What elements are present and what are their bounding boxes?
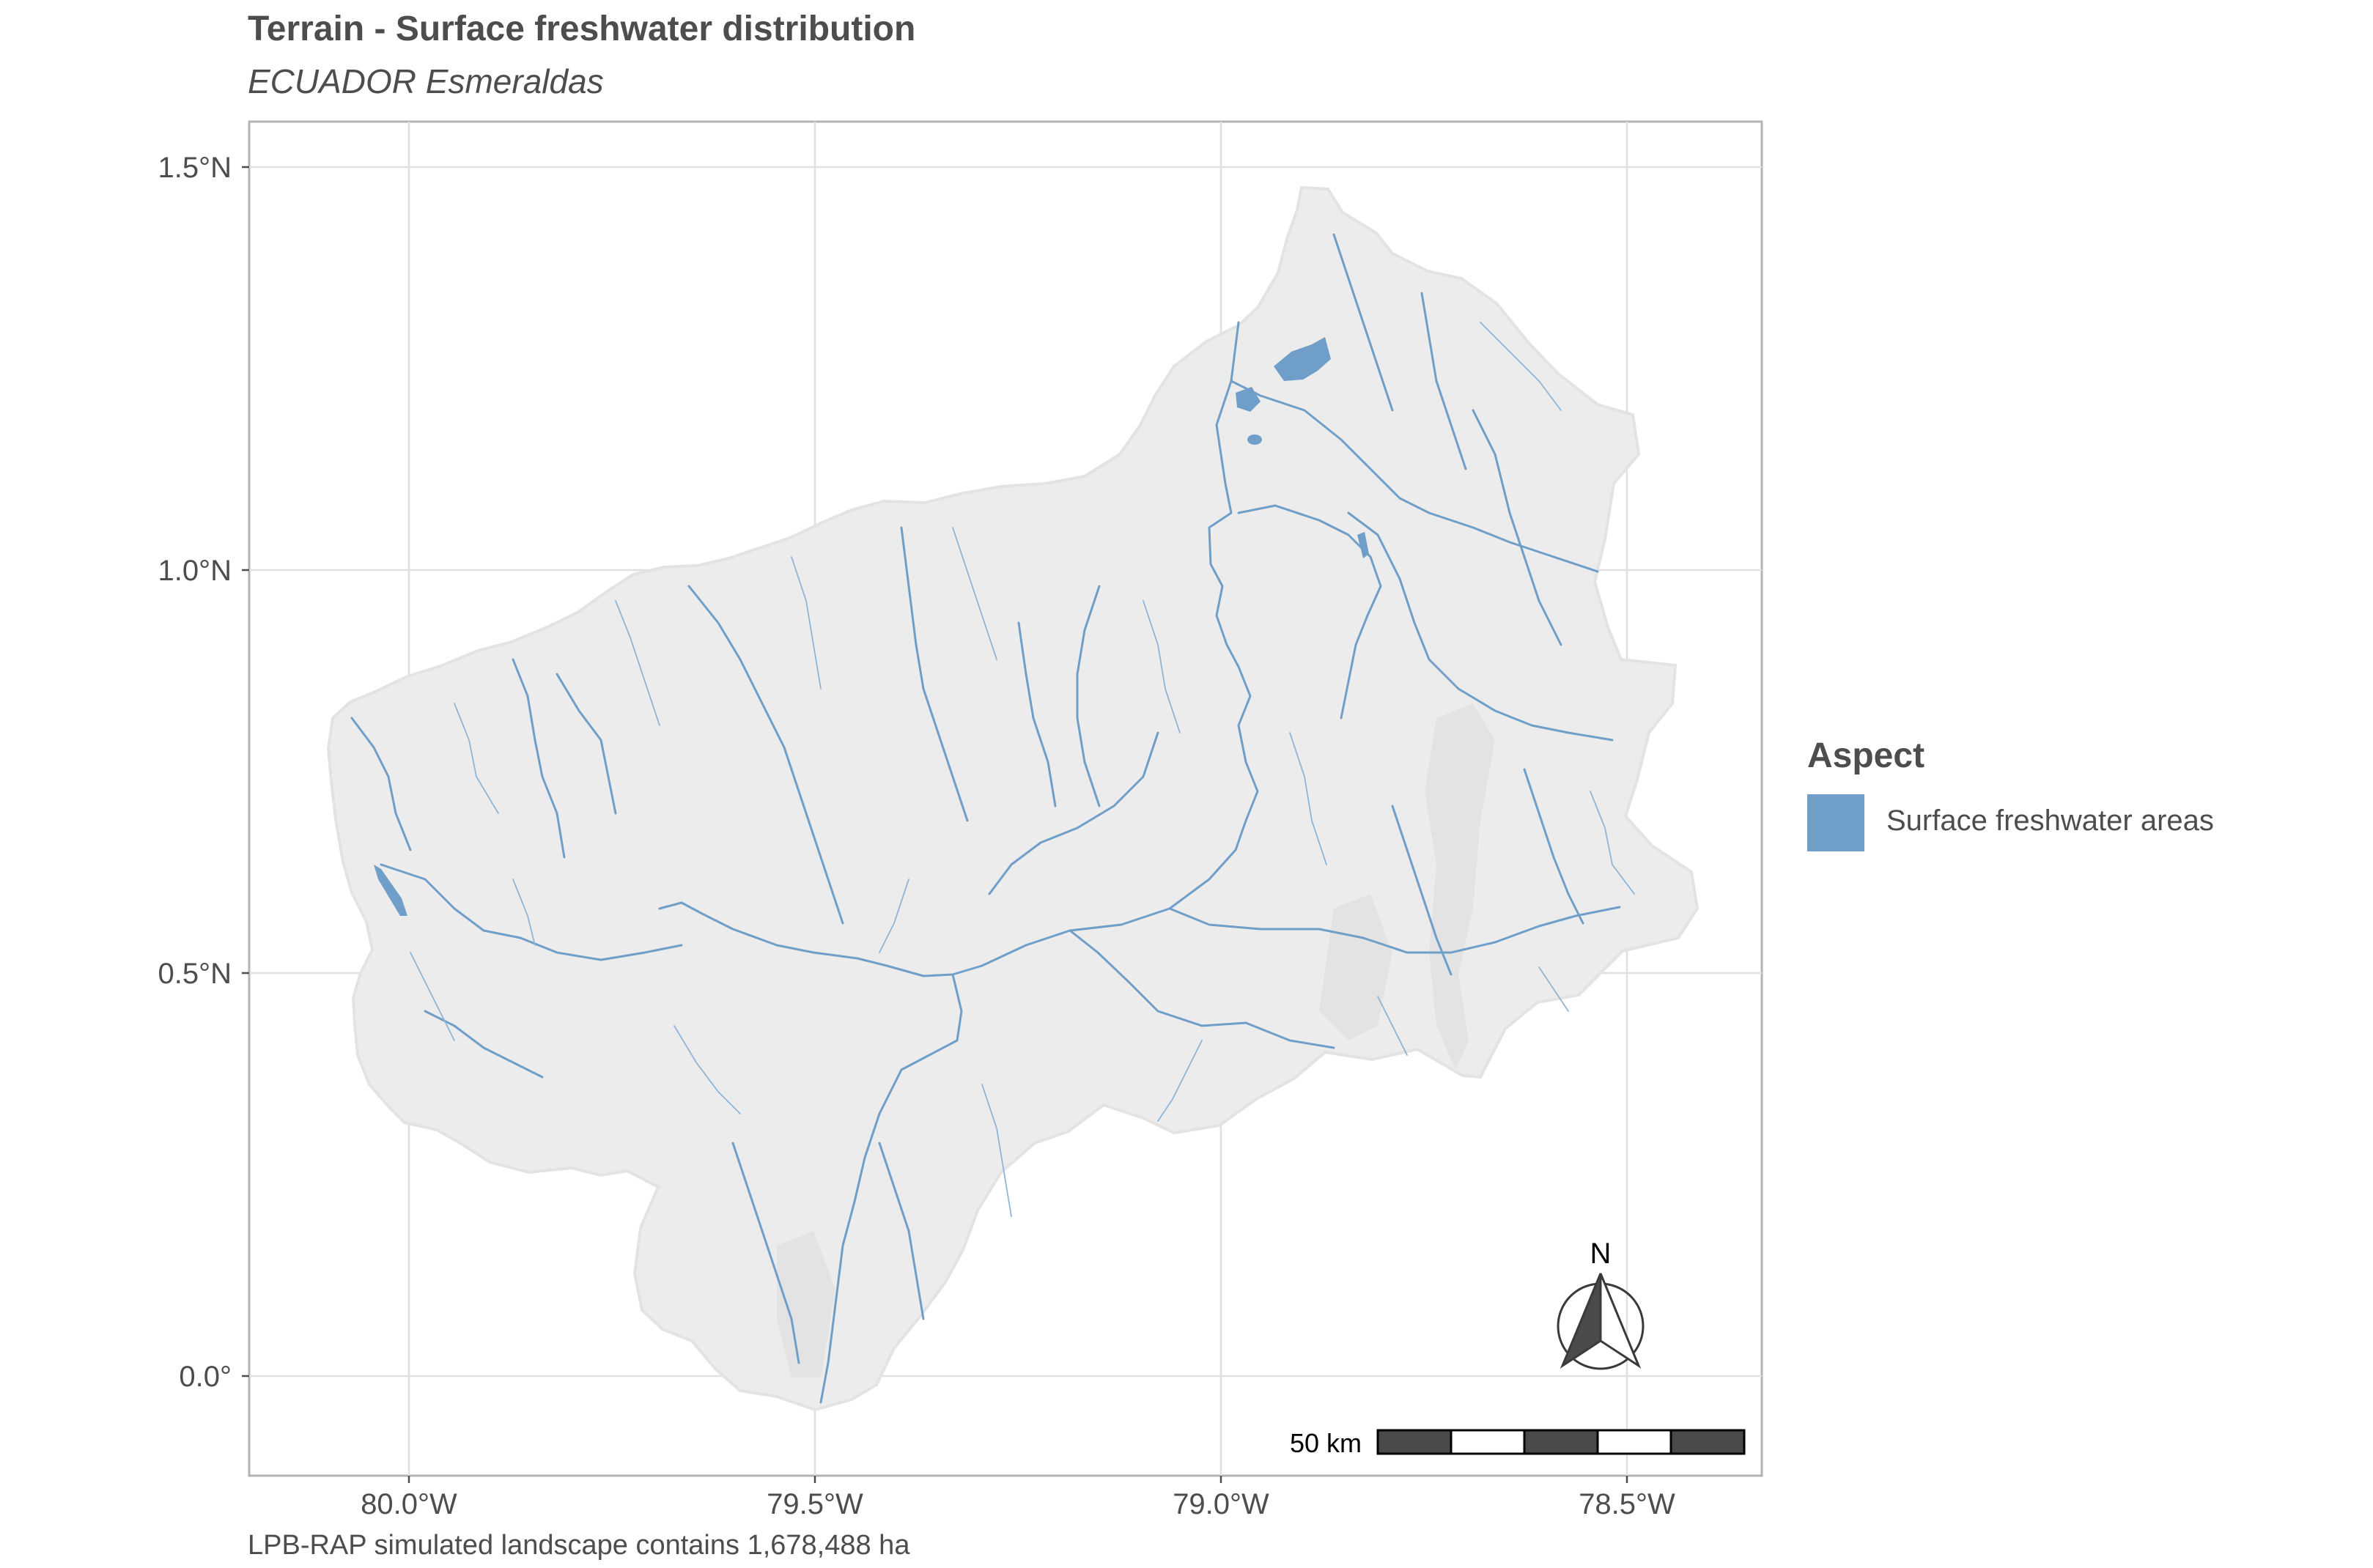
estuary-santiago bbox=[1274, 337, 1331, 381]
river-atacames bbox=[512, 658, 566, 859]
map-caption: LPB-RAP simulated landscape contains 1,6… bbox=[248, 1530, 910, 1561]
river-canande bbox=[658, 901, 859, 960]
reservoir-east bbox=[1357, 532, 1369, 558]
river-north-2 bbox=[1420, 292, 1467, 470]
legend-title: Aspect bbox=[1807, 736, 1925, 775]
x-tick-79: 79.0°W bbox=[1173, 1488, 1269, 1520]
lagoon bbox=[1247, 434, 1262, 445]
river-east-3 bbox=[1391, 805, 1453, 976]
river-verde bbox=[687, 585, 844, 925]
scale-segment-2 bbox=[1450, 1429, 1526, 1455]
x-tick-80: 80.0°W bbox=[361, 1488, 457, 1520]
scale-segment-5 bbox=[1669, 1429, 1746, 1455]
river-quininde bbox=[819, 973, 963, 1404]
scale-segment-3 bbox=[1523, 1429, 1599, 1455]
river-network bbox=[350, 233, 1621, 1404]
river-blanco bbox=[1069, 929, 1335, 1049]
axis-y-ticks bbox=[242, 166, 249, 1377]
river-north-1 bbox=[1332, 233, 1394, 412]
y-tick-1-5: 1.5°N bbox=[158, 152, 232, 184]
river-tiaone bbox=[1076, 585, 1101, 807]
river-east-2 bbox=[1523, 768, 1584, 925]
relief-shading bbox=[777, 703, 1495, 1377]
scale-segment-1 bbox=[1376, 1429, 1453, 1455]
river-coast-2 bbox=[556, 673, 617, 815]
page-subtitle: ECUADOR Esmeraldas bbox=[248, 62, 604, 100]
river-central-1 bbox=[1017, 621, 1057, 807]
axis-y-labels: 1.5°N 1.0°N 0.5°N 0.0° bbox=[158, 152, 232, 1393]
compass-needle-light bbox=[1599, 1273, 1642, 1369]
scale-bar: 50 km bbox=[1290, 1428, 1746, 1458]
north-arrow-label: N bbox=[1590, 1238, 1612, 1270]
river-guayllabamba bbox=[1168, 906, 1621, 954]
x-tick-79-5: 79.5°W bbox=[767, 1488, 863, 1520]
y-tick-1-0: 1.0°N bbox=[158, 555, 232, 587]
river-south-1 bbox=[731, 1142, 800, 1364]
axis-x-labels: 80.0°W 79.5°W 79.0°W 78.5°W bbox=[361, 1488, 1675, 1520]
river-viche bbox=[900, 526, 969, 822]
river-tributaries bbox=[410, 322, 1635, 1217]
river-mache bbox=[988, 731, 1159, 895]
estuary-cayapas bbox=[1236, 387, 1261, 412]
scale-segment-4 bbox=[1596, 1429, 1672, 1455]
river-santiago bbox=[1237, 504, 1382, 720]
estuary-muisne bbox=[374, 865, 407, 916]
scale-bar-label: 50 km bbox=[1290, 1428, 1362, 1458]
x-tick-78-5: 78.5°W bbox=[1579, 1488, 1675, 1520]
y-tick-0-0: 0.0° bbox=[179, 1361, 232, 1393]
y-tick-0-5: 0.5°N bbox=[158, 958, 232, 990]
water-bodies bbox=[374, 337, 1369, 916]
river-south-2 bbox=[878, 1142, 925, 1320]
province-land bbox=[326, 185, 1700, 1412]
river-muisne bbox=[380, 863, 683, 961]
legend-key-surface-freshwater bbox=[1807, 794, 1864, 851]
axis-x-ticks bbox=[407, 1476, 1628, 1483]
river-coast-1 bbox=[350, 717, 412, 851]
river-main-esmeraldas bbox=[856, 321, 1259, 977]
river-cayapas bbox=[1347, 511, 1614, 742]
page-title: Terrain - Surface freshwater distributio… bbox=[248, 10, 916, 48]
river-east-1 bbox=[1472, 409, 1562, 646]
legend-label-surface-freshwater: Surface freshwater areas bbox=[1886, 805, 2214, 837]
river-onzole bbox=[1230, 380, 1599, 573]
north-arrow: N bbox=[1557, 1238, 1645, 1370]
